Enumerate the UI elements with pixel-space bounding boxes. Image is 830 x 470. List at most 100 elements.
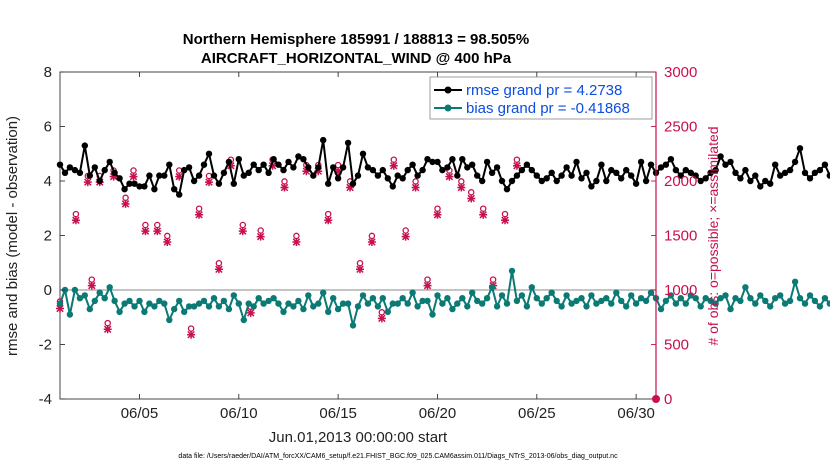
bias-point (409, 289, 416, 296)
data-file-footer: data file: /Users/raeder/DAI/ATM_forcXX/… (178, 453, 618, 460)
rmse-point (225, 158, 233, 166)
bias-point (280, 308, 287, 315)
rmse-point (210, 172, 218, 179)
bias-point (210, 295, 218, 302)
bias-point (101, 295, 108, 302)
obs-assimilated-marker (280, 183, 289, 192)
bias-point (354, 303, 362, 310)
bias-point (583, 303, 590, 310)
x-tick-label: 06/25 (518, 405, 556, 422)
rmse-point (464, 164, 471, 171)
rmse-point (667, 156, 675, 163)
bias-point (722, 292, 729, 299)
rmse-point (762, 177, 769, 185)
rmse-point (434, 158, 441, 166)
bias-point (429, 311, 436, 318)
bias-point (235, 300, 242, 307)
rmse-point (553, 177, 560, 185)
rmse-point (781, 169, 789, 176)
y-tick-label: 6 (44, 119, 52, 136)
bias-point (414, 303, 421, 310)
bias-point (444, 295, 451, 302)
obs-assimilated-marker (175, 172, 184, 181)
rmse-point (737, 175, 744, 182)
bias-point (161, 300, 168, 307)
bias-point (632, 300, 640, 307)
bias-point (334, 305, 342, 313)
y-axis-label: rmse and bias (model - observation) (4, 116, 21, 356)
rmse-point (215, 180, 223, 187)
rmse-point (632, 180, 640, 187)
bias-point (692, 295, 699, 302)
rmse-point (747, 177, 754, 185)
rmse-point (513, 172, 521, 179)
obs-assimilated-marker (163, 238, 172, 247)
rmse-point (543, 175, 550, 182)
obs-assimilated-marker (314, 167, 323, 176)
rmse-point (523, 161, 531, 168)
rmse-point (692, 172, 699, 179)
obs-assimilated-marker (457, 183, 466, 192)
bias-point (344, 300, 352, 307)
rmse-point (325, 180, 332, 187)
y2-tick-label: 0 (664, 391, 672, 408)
rmse-point (821, 161, 829, 168)
rmse-series (56, 136, 830, 198)
rmse-point (752, 172, 759, 179)
bias-point (379, 295, 386, 302)
rmse-point (71, 166, 79, 174)
bias-point (171, 305, 178, 313)
bias-point (717, 295, 724, 302)
bias-point (747, 295, 754, 302)
rmse-point (176, 191, 183, 198)
bias-point (439, 300, 446, 307)
bias-point (702, 295, 709, 302)
obs-assimilated-marker (268, 161, 277, 170)
bias-point (359, 292, 367, 299)
bias-point (781, 300, 789, 307)
rmse-point (339, 164, 347, 171)
rmse-point (777, 172, 784, 179)
bias-point (369, 295, 377, 302)
rmse-point (657, 164, 665, 171)
bias-point (628, 292, 635, 299)
bias-point (667, 292, 675, 299)
rmse-point (454, 172, 461, 179)
y2-axis-label: # of obs: o=possible; ×=assimilated (705, 126, 721, 345)
bias-point (727, 305, 734, 313)
bias-point (56, 300, 64, 307)
x-tick-label: 06/05 (121, 405, 159, 422)
bias-point (642, 297, 650, 305)
bias-point (151, 303, 158, 310)
bias-point (146, 300, 153, 307)
bias-point (86, 305, 94, 313)
x-axis-label: Jun.01,2013 00:00:00 start (269, 429, 448, 446)
bias-point (166, 316, 173, 324)
x-tick-label: 06/15 (319, 405, 357, 422)
y2-tick-label: 3000 (664, 64, 697, 81)
rmse-point (146, 172, 153, 179)
rmse-point (568, 172, 575, 179)
rmse-point (826, 172, 830, 179)
bias-point (732, 295, 739, 302)
rmse-point (295, 153, 302, 160)
rmse-point (136, 183, 143, 190)
bias-point (245, 300, 252, 307)
bias-point (687, 292, 694, 299)
legend-rmse-marker (444, 86, 452, 94)
rmse-point (330, 164, 337, 171)
rmse-point (439, 166, 446, 174)
bias-point (315, 300, 322, 307)
bias-point (364, 300, 372, 307)
bias-point (474, 297, 481, 305)
x-axis: 06/05 06/10 06/15 06/20 06/25 06/30 (121, 72, 655, 422)
bias-point (76, 295, 84, 302)
bias-point (230, 292, 237, 299)
chart-title: Northern Hemisphere 185991 / 188813 = 98… (183, 31, 529, 48)
bias-point (91, 297, 99, 305)
rmse-point (96, 177, 103, 185)
y-tick-label: -4 (39, 391, 52, 408)
obs-assimilated-marker (141, 227, 150, 236)
obs-assimilated-marker (512, 161, 521, 170)
y2-tick-label: 2500 (664, 119, 697, 136)
